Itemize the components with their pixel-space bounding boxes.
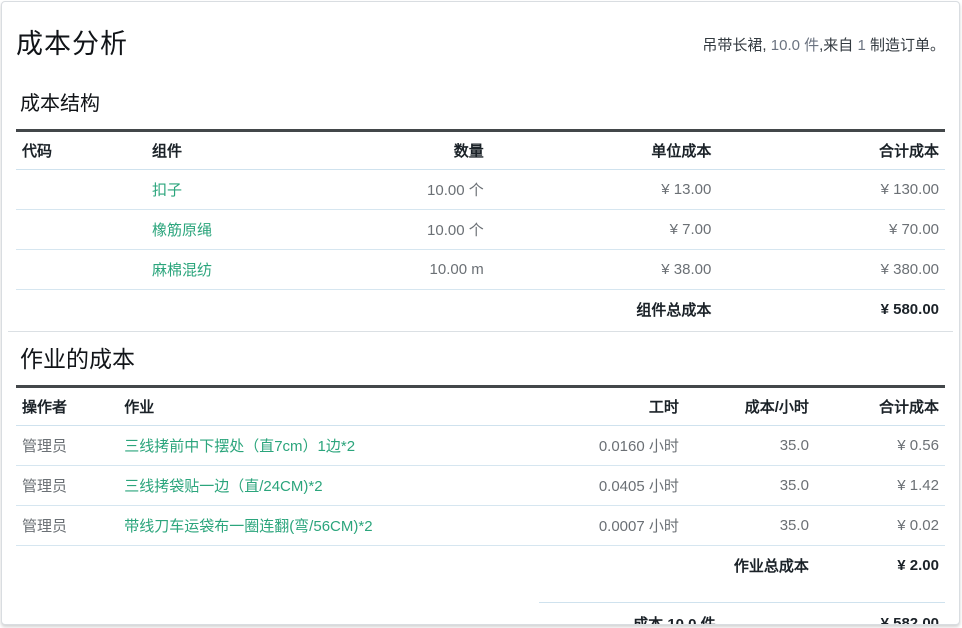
summary-row-total-cost: 成本 10.0 件 ¥ 582.00 — [539, 602, 945, 624]
cell-operator: 管理员 — [16, 425, 119, 466]
subtitle-sep2: ,来自 — [819, 37, 858, 54]
cell-operator: 管理员 — [16, 505, 119, 546]
col-header-operator: 操作者 — [16, 386, 119, 426]
col-header-unit-cost: 单位成本 — [489, 130, 718, 170]
report-subtitle: 吊带长裙, 10.0 件,来自 1 制造订单。 — [702, 28, 945, 55]
component-link[interactable]: 橡筋原绳 — [152, 222, 213, 239]
operation-link[interactable]: 带线刀车运袋布一圈连翻(弯/56CM)*2 — [124, 518, 373, 535]
subtitle-quantity: 10.0 件 — [770, 37, 820, 54]
cell-total-cost: ¥ 70.00 — [717, 209, 945, 250]
cell-operator: 管理员 — [16, 465, 119, 506]
operations-total-label: 作业总成本 — [733, 558, 809, 575]
cell-total-cost: ¥ 1.42 — [814, 465, 945, 506]
components-total-row: 组件总成本 ¥ 580.00 — [16, 290, 945, 330]
section-divider — [8, 331, 953, 332]
cell-total-cost: ¥ 0.02 — [814, 505, 945, 546]
cell-total-cost: ¥ 380.00 — [717, 249, 945, 290]
subtitle-tail: 制造订单。 — [865, 37, 945, 54]
section-heading-operations-cost: 作业的成本 — [20, 346, 135, 372]
cell-code — [16, 169, 147, 210]
table-row: 扣子 10.00 个 ¥ 13.00 ¥ 130.00 — [16, 169, 945, 210]
table-row: 麻棉混纺 10.00 m ¥ 38.00 ¥ 380.00 — [16, 249, 945, 290]
col-header-total-cost: 合计成本 — [717, 130, 945, 170]
cell-cost-per-hour: 35.0 — [684, 465, 815, 506]
col-header-code: 代码 — [16, 130, 147, 170]
table-row: 管理员 三线拷袋贴一边（直/24CM)*2 0.0405 小时 35.0 ¥ 1… — [16, 465, 945, 506]
cell-hours: 0.0007 小时 — [526, 505, 685, 546]
report-header: 成本分析 吊带长裙, 10.0 件,来自 1 制造订单。 — [16, 22, 945, 61]
cell-quantity: 10.00 个 — [359, 169, 490, 210]
operations-header-row: 操作者 作业 工时 成本/小时 合计成本 — [16, 386, 945, 426]
cell-code — [16, 209, 147, 250]
operations-total-row: 作业总成本 ¥ 2.00 — [16, 546, 945, 586]
cell-quantity: 10.00 m — [359, 249, 490, 290]
cell-quantity: 10.00 个 — [359, 209, 490, 250]
subtitle-sep1: , — [762, 37, 771, 54]
page-title: 成本分析 — [16, 29, 128, 59]
cell-unit-cost: ¥ 13.00 — [489, 169, 718, 210]
component-link[interactable]: 扣子 — [152, 182, 183, 199]
cell-code — [16, 249, 147, 290]
components-header-row: 代码 组件 数量 单位成本 合计成本 — [16, 130, 945, 170]
col-header-component: 组件 — [146, 130, 360, 170]
table-row: 橡筋原绳 10.00 个 ¥ 7.00 ¥ 70.00 — [16, 209, 945, 250]
operations-table: 操作者 作业 工时 成本/小时 合计成本 管理员 三线拷前中下摆处（直7cm）1… — [16, 385, 945, 585]
operations-total-value: ¥ 2.00 — [897, 557, 939, 574]
cell-unit-cost: ¥ 7.00 — [489, 209, 718, 250]
cost-summary-table: 成本 10.0 件 ¥ 582.00 单位成本 ¥ 58.20 — [539, 602, 945, 624]
col-header-total-cost: 合计成本 — [814, 386, 945, 426]
subtitle-product: 吊带长裙 — [702, 37, 763, 54]
table-row: 管理员 带线刀车运袋布一圈连翻(弯/56CM)*2 0.0007 小时 35.0… — [16, 505, 945, 546]
components-table: 代码 组件 数量 单位成本 合计成本 扣子 10.00 个 ¥ 13.00 ¥ … — [16, 129, 945, 329]
subtitle-order-count: 1 — [857, 37, 866, 54]
operation-link[interactable]: 三线拷前中下摆处（直7cm）1边*2 — [124, 438, 356, 455]
cell-cost-per-hour: 35.0 — [684, 505, 815, 546]
col-header-operation: 作业 — [118, 386, 527, 426]
section-heading-cost-structure: 成本结构 — [20, 93, 100, 115]
col-header-quantity: 数量 — [359, 130, 490, 170]
operation-link[interactable]: 三线拷袋贴一边（直/24CM)*2 — [124, 478, 323, 495]
summary-total-value: ¥ 582.00 — [721, 602, 945, 624]
summary-total-label: 成本 10.0 件 — [539, 602, 722, 624]
col-header-hours: 工时 — [526, 386, 685, 426]
component-link[interactable]: 麻棉混纺 — [152, 262, 213, 279]
cell-unit-cost: ¥ 38.00 — [489, 249, 718, 290]
components-total-label: 组件总成本 — [636, 302, 712, 319]
cell-hours: 0.0160 小时 — [526, 425, 685, 466]
cost-summary: 成本 10.0 件 ¥ 582.00 单位成本 ¥ 58.20 — [16, 602, 945, 624]
components-total-value: ¥ 580.00 — [880, 301, 939, 318]
cell-cost-per-hour: 35.0 — [684, 425, 815, 466]
table-row: 管理员 三线拷前中下摆处（直7cm）1边*2 0.0160 小时 35.0 ¥ … — [16, 425, 945, 466]
col-header-cost-per-hour: 成本/小时 — [684, 386, 815, 426]
cell-total-cost: ¥ 130.00 — [717, 169, 945, 210]
cell-hours: 0.0405 小时 — [526, 465, 685, 506]
cell-total-cost: ¥ 0.56 — [814, 425, 945, 466]
